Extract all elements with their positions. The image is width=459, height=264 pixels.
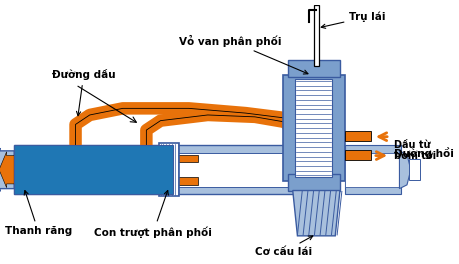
Bar	[287, 173, 339, 191]
Polygon shape	[292, 191, 339, 236]
Bar	[283, 75, 344, 181]
Bar	[14, 145, 173, 194]
Text: Thanh răng: Thanh răng	[5, 191, 72, 236]
Bar	[14, 153, 292, 187]
Text: Dầu từ
bơm tới: Dầu từ bơm tới	[393, 139, 435, 161]
Bar	[14, 155, 198, 162]
Text: Trụ lái: Trụ lái	[320, 12, 385, 28]
Bar	[344, 150, 370, 160]
Text: Cơ cấu lái: Cơ cấu lái	[254, 236, 312, 257]
Bar	[14, 177, 173, 185]
Bar	[14, 155, 173, 162]
Polygon shape	[0, 148, 14, 191]
Bar	[158, 143, 179, 196]
Text: Đường hồi: Đường hồi	[393, 147, 453, 159]
Text: Đường dầu: Đường dầu	[52, 69, 115, 116]
Bar	[14, 145, 173, 194]
Bar	[14, 145, 302, 194]
Bar	[344, 131, 370, 142]
Bar	[313, 6, 319, 66]
Text: Con trượt phân phối: Con trượt phân phối	[94, 191, 212, 238]
Bar	[287, 60, 339, 77]
Text: Vỏ van phân phối: Vỏ van phân phối	[179, 35, 307, 74]
Bar	[344, 153, 400, 187]
Bar	[408, 159, 420, 180]
Polygon shape	[0, 152, 14, 188]
Bar	[14, 177, 198, 185]
Bar	[294, 79, 332, 177]
Polygon shape	[398, 151, 410, 188]
Bar	[344, 145, 400, 194]
